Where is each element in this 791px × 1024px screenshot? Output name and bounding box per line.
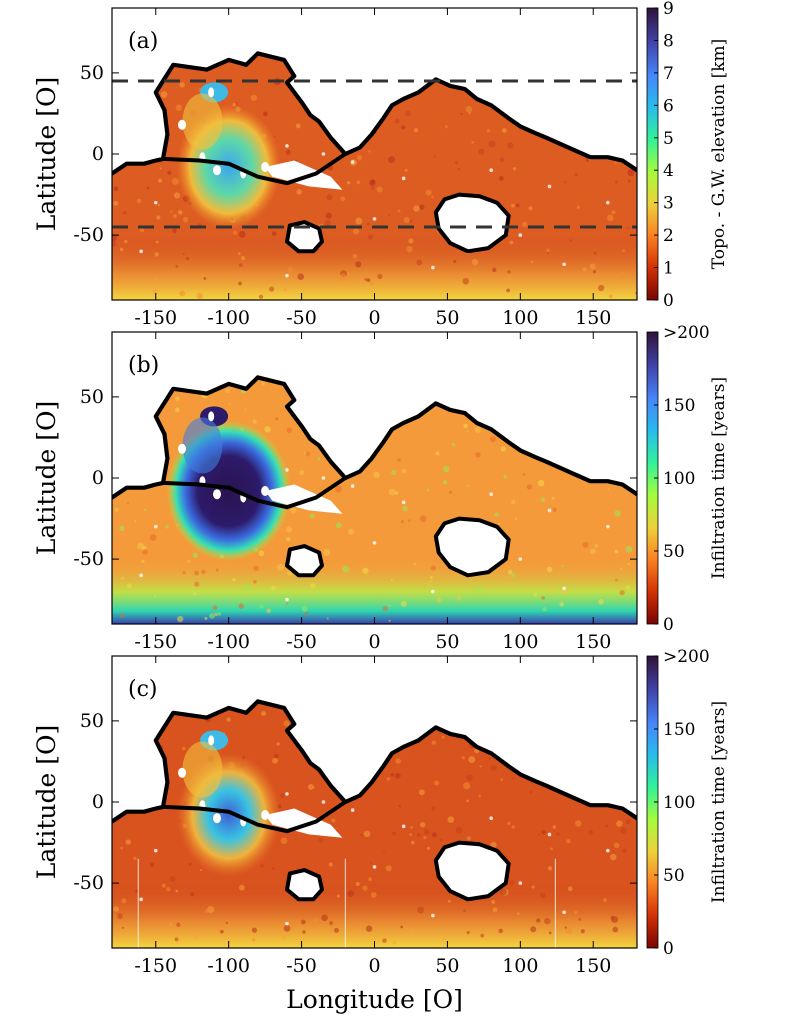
colorbar-tick-label: 3 — [663, 194, 674, 214]
y-axis-label: Latitude [O] — [32, 77, 61, 231]
colorbar-tick-label: 0 — [663, 291, 674, 311]
x-tick-label: 50 — [435, 955, 459, 977]
colorbar-tick-label: 4 — [663, 161, 674, 181]
x-tick-label: -50 — [286, 631, 317, 653]
colorbar-tick-label: 1 — [663, 259, 674, 279]
panel-label: (a) — [128, 29, 158, 54]
colorbar-tick-label: >200 — [663, 647, 710, 667]
southern-highlands-band — [112, 559, 637, 624]
colorbar-tick-label: >200 — [663, 323, 710, 343]
x-tick-label: 150 — [575, 307, 611, 329]
panel-c: -150 -100 -50 0 50 100 150 50 0 -50 (c) Latitude [O… — [32, 647, 729, 977]
colorbar-tick-label: 50 — [663, 542, 685, 562]
colorbar-tick-label: 50 — [663, 866, 685, 886]
dichotomy-boundary — [112, 699, 637, 824]
y-axis-label: Latitude [O] — [32, 401, 61, 555]
colorbar-tick-label: 6 — [663, 96, 674, 116]
y-tick-label: 50 — [80, 386, 104, 408]
dichotomy-boundary — [112, 51, 637, 176]
colorbar-tick-label: 0 — [663, 615, 674, 635]
x-tick-label: -50 — [286, 307, 317, 329]
colorbar-tick-label: 2 — [663, 226, 674, 246]
x-tick-label: 0 — [368, 631, 380, 653]
x-tick-label: 150 — [575, 955, 611, 977]
x-tick-label: -100 — [207, 955, 250, 977]
x-tick-label: -100 — [207, 307, 250, 329]
argyre-basin — [285, 544, 324, 578]
hellas-basin — [433, 840, 511, 902]
x-tick-label: 100 — [502, 631, 538, 653]
x-tick-label: 0 — [368, 307, 380, 329]
x-tick-label: 100 — [502, 307, 538, 329]
colorbar-tick-label: 150 — [663, 720, 695, 740]
dichotomy-boundary — [112, 375, 637, 500]
panel-label: (b) — [128, 353, 159, 378]
colorbar-tick-label: 100 — [663, 793, 695, 813]
colorbar-gradient — [646, 7, 659, 301]
y-tick-label: 50 — [80, 710, 104, 732]
valles-boundary — [162, 476, 347, 510]
y-tick-label: 50 — [80, 62, 104, 84]
argyre-basin — [285, 868, 324, 902]
y-tick-label: 0 — [92, 467, 104, 489]
colorbar: >200 150 100 50 0 Infiltration time [years] — [646, 647, 729, 959]
heatmap-field — [112, 656, 637, 948]
y-tick-label: -50 — [73, 224, 104, 246]
x-tick-label: 50 — [435, 631, 459, 653]
y-axis-label: Latitude [O] — [32, 725, 61, 879]
y-tick-label: 0 — [92, 143, 104, 165]
panel-label: (c) — [128, 677, 158, 702]
heatmap-field — [112, 332, 637, 624]
x-tick-label: 0 — [368, 955, 380, 977]
x-tick-label: 100 — [502, 955, 538, 977]
y-tick-label: -50 — [73, 872, 104, 894]
y-tick-label: -50 — [73, 548, 104, 570]
northern-lowlands-mask — [112, 332, 637, 498]
x-tick-label: 50 — [435, 307, 459, 329]
colorbar-tick-label: 7 — [663, 64, 674, 84]
colorbar-tick-label: 150 — [663, 396, 695, 416]
valles-boundary — [162, 800, 347, 834]
colorbar-tick-label: 0 — [663, 939, 674, 959]
colorbar-tick-label: 100 — [663, 469, 695, 489]
northern-lowlands-mask — [112, 8, 637, 174]
colorbar-tick-label: 9 — [663, 0, 674, 19]
colorbar: 9 8 7 6 5 4 3 2 1 0 Topo. - G.W. elevation [km] — [646, 0, 729, 311]
northern-lowlands-mask — [112, 656, 637, 822]
x-axis-label: Longitude [O] — [286, 985, 463, 1014]
x-tick-label: -150 — [134, 955, 177, 977]
colorbar-tick-label: 8 — [663, 31, 674, 51]
argyre-basin — [285, 220, 324, 254]
heatmap-field — [112, 8, 637, 300]
panel-b: -150 -100 -50 0 50 100 150 50 0 -50 (b) Latitude [O… — [32, 323, 729, 653]
x-tick-label: 150 — [575, 631, 611, 653]
x-tick-label: -150 — [134, 631, 177, 653]
x-tick-label: -100 — [207, 631, 250, 653]
colorbar-label: Infiltration time [years] — [709, 701, 729, 903]
hellas-basin — [433, 516, 511, 578]
y-tick-label: 0 — [92, 791, 104, 813]
mid-lowland-mask — [265, 808, 343, 838]
colorbar-label: Infiltration time [years] — [709, 377, 729, 579]
valles-boundary — [162, 152, 347, 186]
mid-lowland-mask — [265, 160, 343, 190]
colorbar-label: Topo. - G.W. elevation [km] — [709, 39, 729, 270]
colorbar: >200 150 100 50 0 Infiltration time [years] — [646, 323, 729, 635]
x-tick-label: -150 — [134, 307, 177, 329]
mid-lowland-mask — [265, 484, 343, 514]
southern-highlands-band — [112, 235, 637, 300]
colorbar-tick-label: 5 — [663, 129, 674, 149]
x-tick-label: -50 — [286, 955, 317, 977]
